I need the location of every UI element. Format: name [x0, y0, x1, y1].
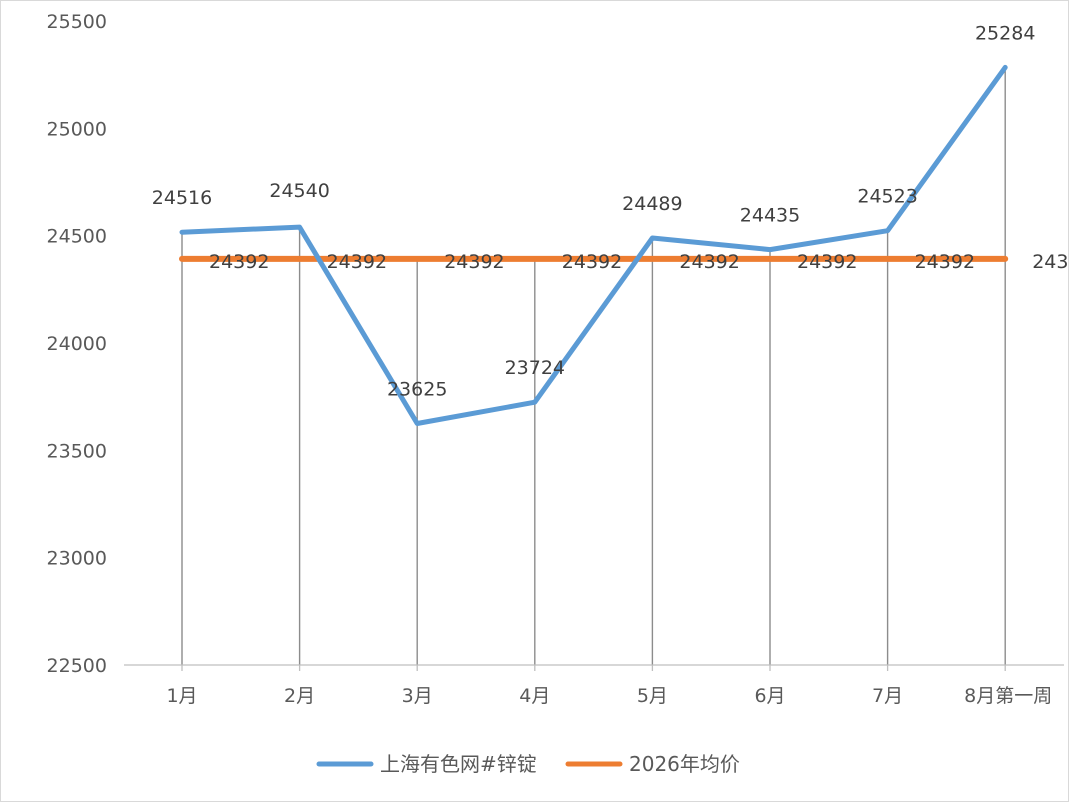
x-tick-label-8: 8月第一周: [964, 685, 1052, 707]
legend-label-1: 上海有色网#锌锭: [380, 752, 537, 776]
x-tick-label-5: 5月: [637, 685, 668, 707]
data-label-series2-8: 24392: [1032, 251, 1068, 273]
x-tick-label-6: 6月: [754, 685, 785, 707]
data-label-series2-2: 24392: [327, 251, 387, 273]
data-label-series2-1: 24392: [209, 251, 269, 273]
data-label-series2-5: 24392: [679, 251, 739, 273]
y-tick-label-25000: 25000: [47, 118, 107, 140]
data-label-series2-4: 24392: [562, 251, 622, 273]
x-tick-label-2: 2月: [284, 685, 315, 707]
y-tick-label-25500: 25500: [47, 11, 107, 33]
data-label-series1-4: 23724: [505, 357, 565, 379]
y-tick-label-24500: 24500: [47, 226, 107, 248]
y-tick-label-24000: 24000: [47, 333, 107, 355]
series-lines: [179, 64, 1009, 426]
data-label-series1-5: 24489: [622, 193, 682, 215]
series-line-1: [179, 64, 1008, 426]
data-label-series1-6: 24435: [740, 205, 800, 227]
data-label-series2-6: 24392: [797, 251, 857, 273]
data-label-series1-7: 24523: [857, 186, 917, 208]
data-label-series2-3: 24392: [444, 251, 504, 273]
y-axis: 22500 23000 23500 24000 24500 25000 25500: [47, 11, 107, 677]
data-label-series1-1: 24516: [152, 187, 212, 209]
y-tick-label-22500: 22500: [47, 655, 107, 677]
x-tick-label-3: 3月: [402, 685, 433, 707]
data-label-series1-2: 24540: [269, 180, 329, 202]
x-tick-label-1: 1月: [166, 685, 197, 707]
y-tick-label-23500: 23500: [47, 440, 107, 462]
x-axis: 1月 2月 3月 4月 5月 6月 7月 8月第一周: [124, 664, 1064, 707]
drop-lines: [181, 67, 1006, 665]
y-tick-label-23000: 23000: [47, 548, 107, 570]
x-tick-label-7: 7月: [872, 685, 903, 707]
data-labels: 24516 24540 23625 23724 24489 24435 24523 25284…: [152, 22, 1069, 401]
legend-label-2: 2026年均价: [629, 752, 740, 776]
data-label-series1-3: 23625: [387, 379, 447, 401]
x-tick-label-4: 4月: [519, 685, 550, 707]
legend: 上海有色网#锌锭 2026年均价: [316, 752, 740, 776]
data-label-series2-7: 24392: [915, 251, 975, 273]
data-label-series1-8: 25284: [975, 22, 1035, 44]
